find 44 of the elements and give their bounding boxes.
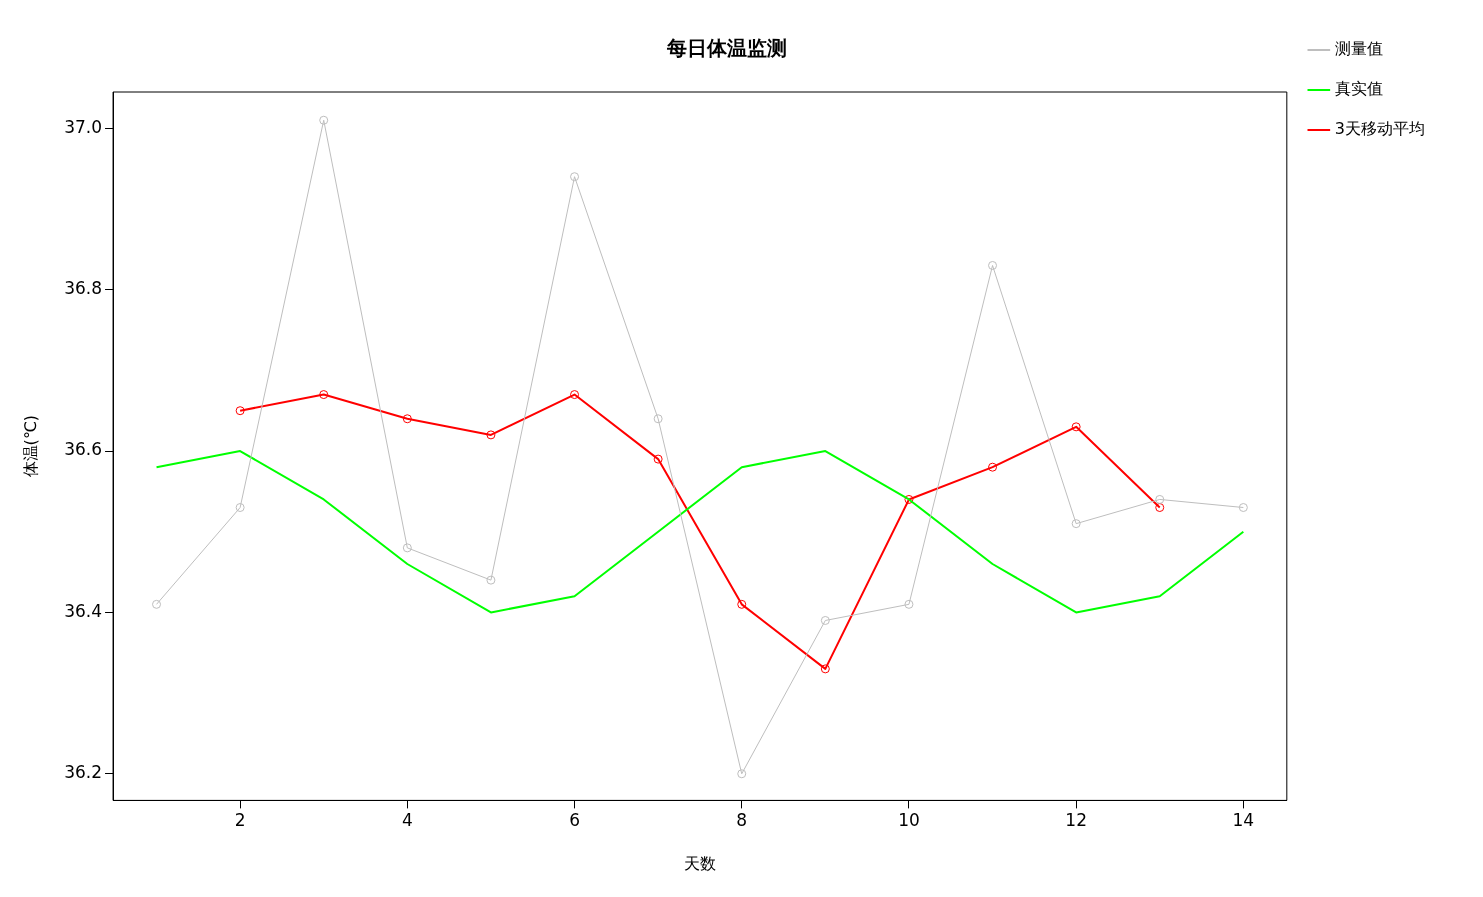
- x-tick-label: 10: [898, 810, 920, 831]
- y-axis-title: 体温(℃): [20, 414, 40, 478]
- point: [402, 543, 412, 553]
- point: [988, 260, 998, 270]
- x-axis-title: 天数: [683, 853, 716, 873]
- x-tick-label: 4: [401, 810, 413, 831]
- point: [486, 430, 496, 440]
- y-tick-label: 37.0: [64, 116, 103, 137]
- point: [152, 599, 162, 609]
- y-tick-label: 36.8: [64, 278, 103, 299]
- point: [1155, 503, 1165, 513]
- point: [235, 503, 245, 513]
- point: [737, 769, 747, 779]
- point: [904, 494, 914, 504]
- point: [1071, 422, 1081, 432]
- point: [1071, 519, 1081, 529]
- point: [988, 462, 998, 472]
- point: [904, 599, 914, 609]
- x-tick-label: 6: [569, 810, 580, 831]
- point: [319, 390, 329, 400]
- x-tick-label: 14: [1232, 810, 1255, 831]
- point: [820, 664, 830, 674]
- point: [486, 575, 496, 585]
- point: [653, 454, 663, 464]
- point: [570, 172, 580, 182]
- x-tick-label: 8: [736, 810, 748, 831]
- legend-label: 测量值: [1334, 39, 1383, 59]
- point: [319, 115, 329, 125]
- legend-label: 3天移动平均: [1334, 119, 1426, 139]
- point: [570, 390, 580, 400]
- point: [1155, 494, 1165, 504]
- y-tick-label: 36.4: [64, 600, 103, 621]
- point: [235, 406, 245, 416]
- point: [737, 599, 747, 609]
- y-tick-label: 36.6: [64, 439, 103, 460]
- y-tick-label: 36.2: [64, 762, 103, 783]
- chart-title: 每日体温监测: [665, 36, 787, 61]
- point: [653, 414, 663, 424]
- x-tick-label: 2: [234, 810, 246, 831]
- x-tick-label: 12: [1065, 810, 1087, 831]
- point: [820, 615, 830, 625]
- legend-label: 真实值: [1334, 79, 1383, 99]
- point: [1238, 503, 1248, 513]
- point: [402, 414, 412, 424]
